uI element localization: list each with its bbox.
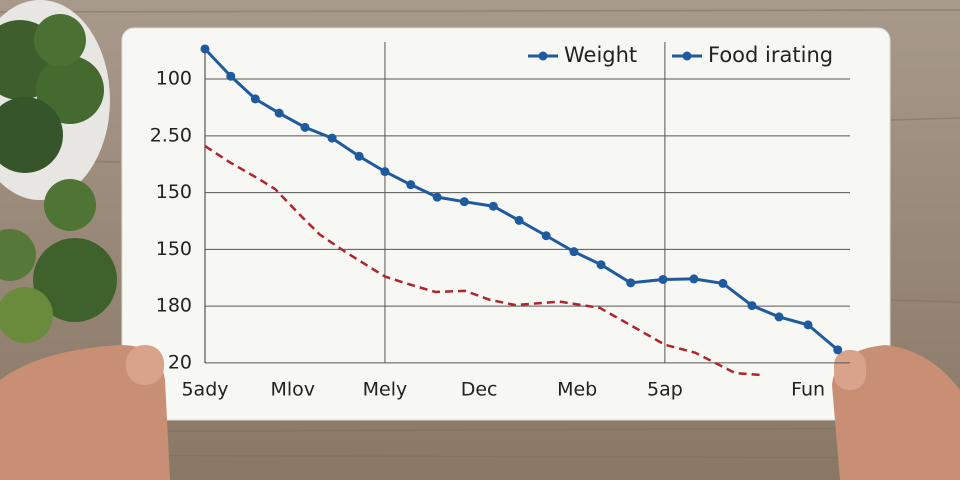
y-tick-label: 150 [156,181,192,203]
data-point [833,345,843,355]
data-point [658,274,668,284]
data-point [200,44,210,54]
data-point [327,133,337,143]
x-tick-label: 5ady [181,379,228,401]
y-tick-label: 180 [156,295,192,317]
data-point [541,231,551,241]
data-point [406,180,416,190]
data-point [569,247,579,257]
data-point [380,167,390,177]
hands [0,345,960,480]
legend-marker-dot [538,51,548,61]
broccoli [0,0,117,343]
series-line [203,47,839,352]
data-point [300,122,310,132]
data-point [354,151,364,161]
data-point [689,274,699,284]
data-point [774,312,784,322]
y-tick-label: 150 [156,238,192,260]
x-tick-label: Dec [461,379,498,401]
y-tick-label: 20 [168,351,192,373]
data-point [250,94,260,104]
data-point [803,320,813,330]
x-tick-label: Mlov [270,379,315,401]
legend-marker-dot [682,51,692,61]
data-point [459,197,469,207]
x-tick-label: Mely [363,379,408,401]
data-point [274,108,284,118]
x-tick-label: Fun [791,379,825,401]
data-point [226,71,236,81]
y-tick-label: 100 [156,68,192,90]
plot-area: 20 180 150 150 2.50 100 5ady Mlov Mely Dec Meb 5ap F… [150,42,850,401]
data-point [747,301,757,311]
series-line [204,145,760,377]
y-tick-label: 2.50 [150,124,192,146]
chart-card [121,27,891,421]
data-point [514,215,524,225]
legend-label: Weight [564,43,637,67]
x-tick-label: 5ap [647,379,683,401]
data-point [432,192,442,202]
data-point [596,260,606,270]
data-point [626,278,636,288]
x-tick-label: Meb [557,379,597,401]
legend-label: Food irating [708,43,833,67]
data-point [718,278,728,288]
data-point [488,201,498,211]
